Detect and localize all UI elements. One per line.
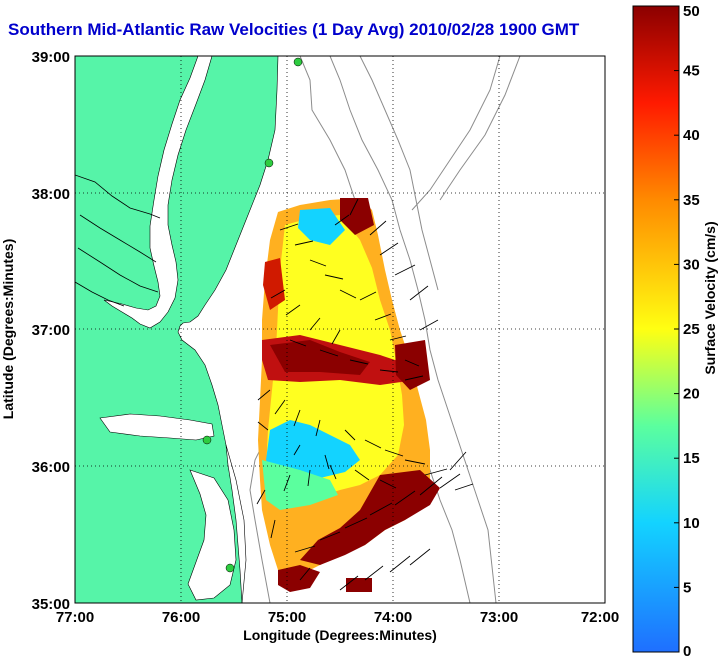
chesapeake-bay xyxy=(103,56,213,329)
river-york xyxy=(77,247,159,293)
colorbar-tick-label: 45 xyxy=(683,63,700,80)
colorbar-tick-label: 20 xyxy=(683,386,700,403)
y-axis-label: Latitude (Degrees:Minutes) xyxy=(0,239,16,419)
colorbar-label: Surface Velocity (cm/s) xyxy=(702,221,718,374)
plot-frame xyxy=(74,55,606,604)
y-tick-label: 39:00 xyxy=(32,49,70,66)
x-tick-label: 74:00 xyxy=(374,609,412,626)
colorbar-tick-label: 40 xyxy=(683,127,700,144)
station-marker xyxy=(293,57,303,67)
river-potomac xyxy=(75,174,161,219)
velocity-vectors xyxy=(256,198,474,591)
colorbar-tick-label: 5 xyxy=(683,579,691,596)
colorbar xyxy=(632,5,680,653)
station-markers xyxy=(202,57,303,573)
station-marker xyxy=(264,158,274,168)
y-tick-label: 37:00 xyxy=(32,322,70,339)
y-tick-label: 36:00 xyxy=(32,459,70,476)
colorbar-tick-label: 15 xyxy=(683,450,700,467)
station-marker xyxy=(225,563,235,573)
y-tick-label: 35:00 xyxy=(32,596,70,613)
albemarle-sound xyxy=(99,413,215,441)
colorbar-tick-label: 25 xyxy=(683,321,700,338)
colorbar-tick-label: 30 xyxy=(683,256,700,273)
outer-banks xyxy=(225,444,247,603)
colorbar-tick-label: 10 xyxy=(683,515,700,532)
colorbar-tick-label: 0 xyxy=(683,643,691,659)
y-tick-label: 38:00 xyxy=(32,186,70,203)
x-tick-label: 76:00 xyxy=(162,609,200,626)
x-axis-label: Longitude (Degrees:Minutes) xyxy=(243,627,437,643)
river-james xyxy=(75,281,125,307)
x-tick-label: 75:00 xyxy=(268,609,306,626)
pamlico-sound xyxy=(187,469,237,601)
x-tick-label: 77:00 xyxy=(56,609,94,626)
station-marker xyxy=(202,435,212,445)
velocity-field xyxy=(258,198,440,592)
grid xyxy=(75,56,605,603)
colorbar-tick-label: 50 xyxy=(683,3,700,20)
river-rappahannock xyxy=(79,214,157,263)
colorbar-tick-label: 35 xyxy=(683,192,700,209)
x-tick-label: 73:00 xyxy=(480,609,518,626)
map-title: Southern Mid-Atlantic Raw Velocities (1 … xyxy=(8,20,580,39)
x-tick-label: 72:00 xyxy=(581,609,619,626)
